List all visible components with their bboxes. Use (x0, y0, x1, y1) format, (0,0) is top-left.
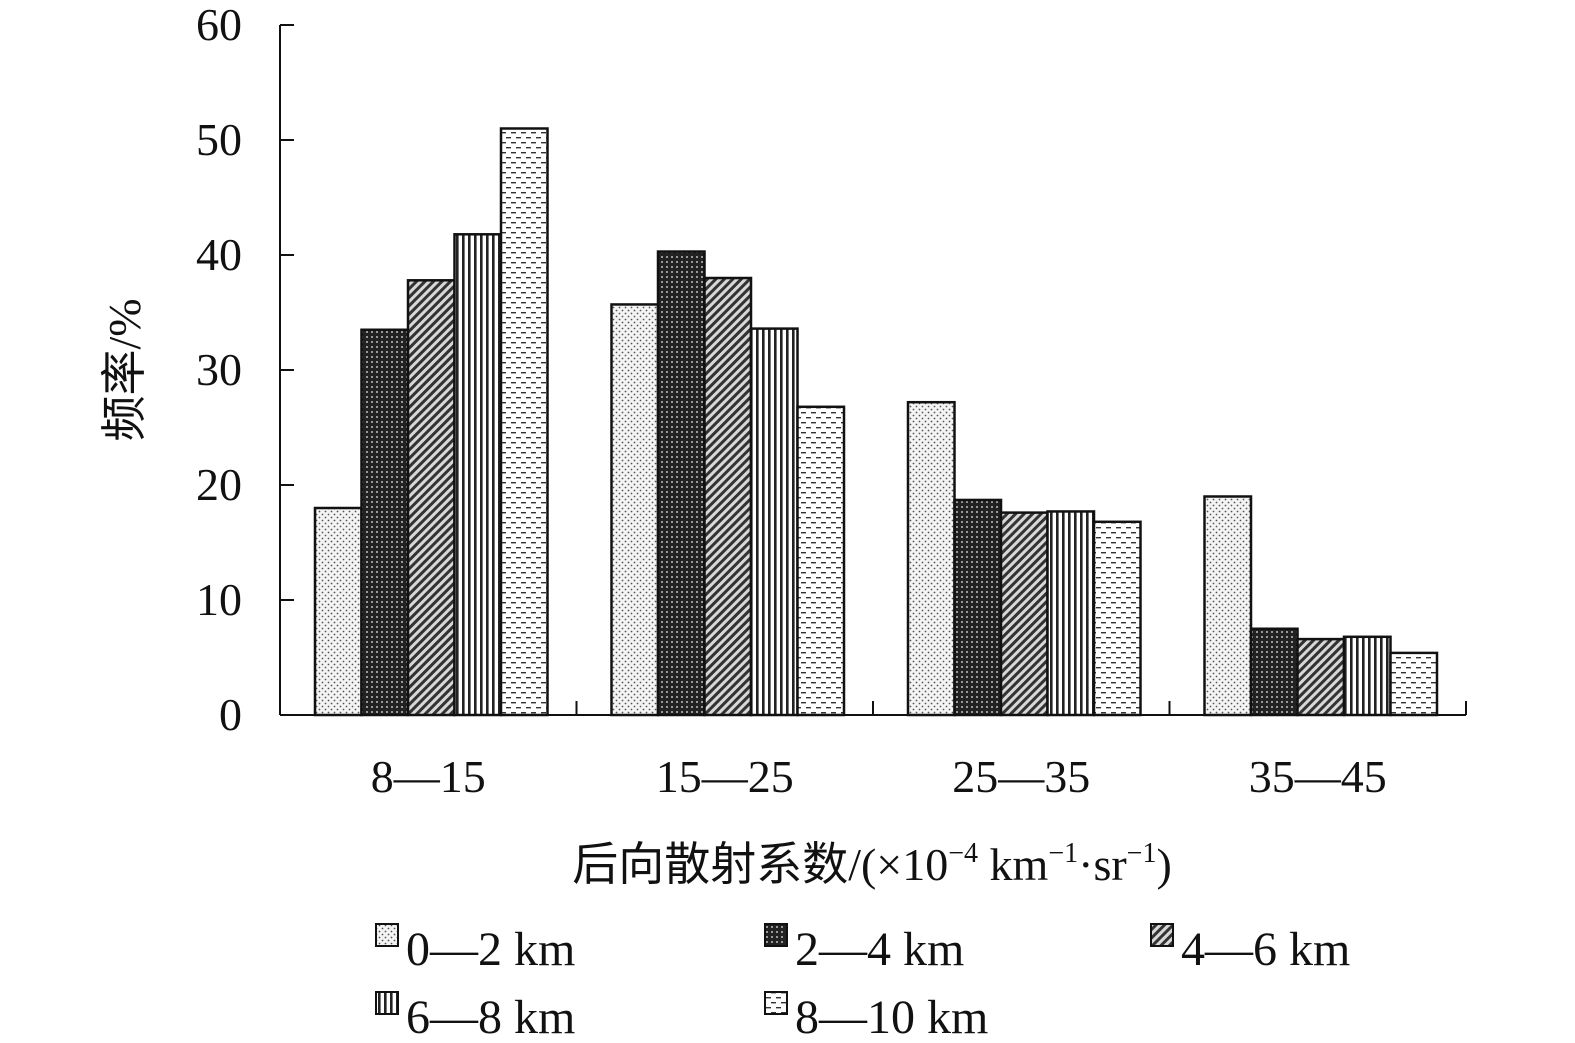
legend-label: 6—8 km (406, 991, 575, 1043)
bar-1-2 (610, 303, 660, 717)
bar-5-2 (796, 405, 846, 717)
bars (313, 127, 1439, 717)
bar-5-3 (1092, 520, 1142, 717)
y-tick-label: 0 (219, 689, 242, 740)
y-tick-label: 30 (196, 344, 242, 395)
y-tick-label: 20 (196, 459, 242, 510)
legend-label: 4—6 km (1181, 923, 1350, 976)
legend-swatch (375, 991, 399, 1015)
x-tick-label: 8—15 (371, 751, 486, 802)
axes: 0 10 20 30 40 50 60 8—15 15—25 25—35 35—45 (196, 0, 1467, 802)
bar-1-1 (313, 506, 363, 717)
bar-4-3 (1046, 510, 1096, 717)
legend: 0—2 km 2—4 km 4—6 km 6—8 km 8—10 km (375, 923, 1350, 1043)
bar-1-4 (1203, 495, 1253, 717)
y-tick-label: 60 (196, 0, 242, 50)
bar-2-4 (1249, 627, 1299, 717)
y-tick-label: 40 (196, 229, 242, 280)
legend-label: 8—10 km (795, 991, 988, 1043)
bar-5-4 (1389, 651, 1439, 717)
bar-4-2 (749, 327, 799, 717)
legend-label: 0—2 km (406, 923, 575, 976)
bar-2-3 (953, 498, 1003, 717)
bar-3-2 (703, 276, 753, 717)
legend-swatch (764, 923, 788, 947)
legend-swatch (375, 923, 399, 947)
bar-4-4 (1342, 635, 1392, 717)
x-tick-label: 15—25 (656, 751, 794, 802)
bar-2-2 (656, 250, 706, 717)
y-axis-label: 频率/% (99, 298, 150, 441)
bar-5-1 (499, 127, 549, 717)
bar-2-1 (360, 328, 410, 717)
bar-3-3 (999, 511, 1049, 717)
legend-swatch (1150, 923, 1174, 947)
x-axis-label: 后向散射系数/(×10−4 km−1·sr−1) (572, 838, 1172, 890)
bar-3-4 (1296, 637, 1346, 717)
bar-3-1 (406, 279, 456, 717)
bar-1-3 (906, 400, 956, 717)
x-tick-label: 35—45 (1249, 751, 1387, 802)
bar-4-1 (453, 233, 503, 717)
y-tick-label: 10 (196, 574, 242, 625)
x-tick-label: 25—35 (952, 751, 1090, 802)
legend-swatch (764, 991, 788, 1015)
y-tick-label: 50 (196, 114, 242, 165)
legend-label: 2—4 km (795, 923, 964, 976)
